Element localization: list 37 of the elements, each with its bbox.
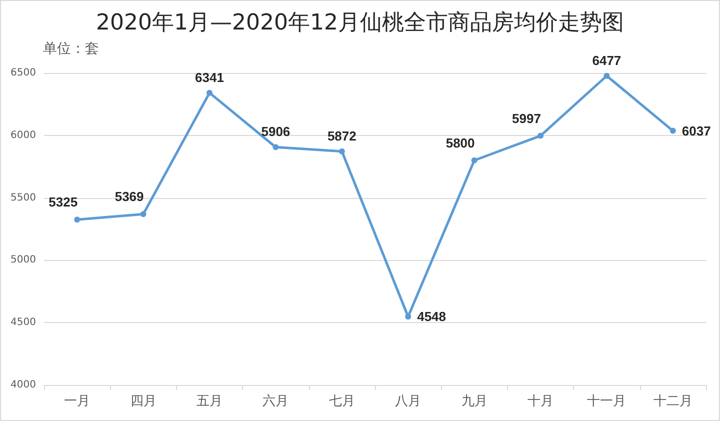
data-label: 6037 [682, 123, 711, 138]
y-tick-label: 5000 [10, 254, 36, 266]
point [338, 148, 345, 154]
data-label: 5906 [261, 124, 290, 140]
data-label: 6341 [195, 70, 224, 85]
x-tick-label: 十二月 [653, 394, 692, 409]
point [140, 211, 146, 218]
x-tick-label: 六月 [262, 394, 289, 409]
x-tick-label: 五月 [196, 394, 222, 409]
point [74, 216, 80, 223]
y-tick-label: 4500 [10, 317, 36, 328]
data-label: 5997 [512, 110, 541, 126]
point [272, 144, 279, 150]
point [471, 157, 478, 164]
x-tick-label: 十月 [528, 394, 554, 409]
data-label: 5872 [327, 128, 356, 144]
data-label: 4548 [417, 309, 446, 324]
chart-title: 2020年1月—2020年12月仙桃全市商品房均价走势图 [96, 10, 624, 36]
x-tick-label: 四月 [130, 394, 156, 409]
x-tick-label: 十一月 [587, 394, 626, 409]
text: 单位：套 [43, 41, 99, 57]
point [604, 72, 610, 79]
data-label: 5369 [114, 189, 144, 204]
x-tick-label: 一月 [64, 394, 90, 409]
data-label: 5325 [48, 194, 78, 210]
data-label: 6477 [592, 52, 622, 68]
y-tick-label: 5500 [10, 192, 36, 204]
x-tick-label: 九月 [461, 394, 488, 409]
point [538, 132, 544, 139]
x-tick-label: 八月 [395, 394, 422, 409]
y-tick-label: 4000 [10, 380, 36, 390]
point [670, 128, 676, 134]
data-label: 5800 [446, 135, 475, 150]
x-tick-label: 七月 [328, 394, 355, 409]
y-tick-label: 6000 [10, 130, 36, 141]
y-tick-label: 6500 [10, 68, 36, 78]
point [206, 90, 212, 96]
